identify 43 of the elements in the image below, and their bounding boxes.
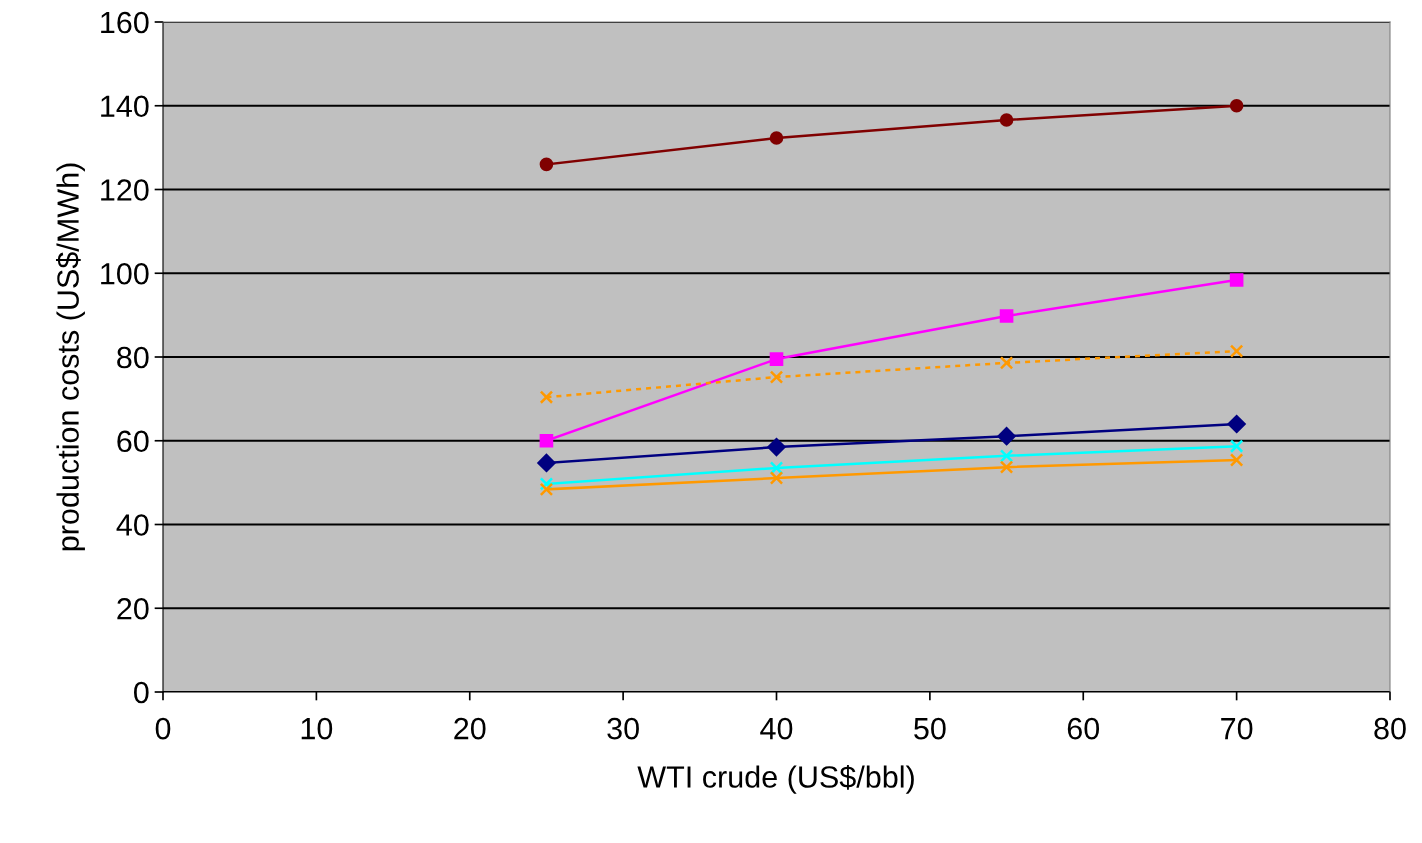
x-tick-label: 40 bbox=[760, 717, 793, 740]
y-tick-label: 100 bbox=[101, 262, 149, 285]
x-tick-label: 0 bbox=[155, 717, 171, 740]
point bbox=[997, 427, 1016, 446]
y-tick-label: 140 bbox=[101, 95, 149, 118]
point bbox=[769, 471, 784, 485]
x-tick-label: 80 bbox=[1374, 717, 1406, 740]
point bbox=[539, 482, 554, 497]
point bbox=[999, 309, 1014, 323]
point bbox=[999, 449, 1014, 463]
y-tick-label: 160 bbox=[101, 11, 149, 34]
point bbox=[539, 157, 554, 172]
point bbox=[539, 390, 554, 405]
x-tick-label: 60 bbox=[1067, 717, 1100, 740]
x-tick-label: 50 bbox=[914, 717, 946, 740]
point bbox=[769, 352, 784, 366]
point bbox=[1229, 439, 1244, 453]
y-tick-label: 0 bbox=[134, 681, 149, 704]
point bbox=[539, 433, 554, 448]
x-tick-label: 10 bbox=[301, 717, 333, 740]
point bbox=[1229, 344, 1244, 358]
point bbox=[999, 113, 1014, 127]
x-tick-label: 20 bbox=[454, 717, 486, 740]
y-tick-label: 60 bbox=[117, 430, 149, 453]
point bbox=[1229, 98, 1244, 113]
point bbox=[1229, 453, 1244, 467]
point bbox=[1229, 273, 1244, 287]
x-tick-label: 30 bbox=[607, 717, 639, 740]
point bbox=[769, 131, 784, 145]
point bbox=[999, 356, 1014, 370]
y-tick-label: 40 bbox=[116, 514, 149, 536]
point bbox=[769, 370, 784, 384]
x-axis-title: WTI crude (US$/bbl) bbox=[637, 764, 914, 794]
x-tick-label: 70 bbox=[1221, 717, 1253, 740]
y-axis-title: production costs (US$/MWh) bbox=[55, 163, 85, 551]
point bbox=[999, 460, 1014, 474]
y-tick-label: 20 bbox=[117, 597, 149, 620]
y-tick-label: 120 bbox=[101, 179, 149, 201]
point bbox=[767, 437, 786, 457]
point bbox=[537, 453, 556, 473]
point bbox=[1227, 414, 1246, 434]
point bbox=[769, 461, 784, 475]
y-tick-label: 80 bbox=[117, 346, 149, 369]
